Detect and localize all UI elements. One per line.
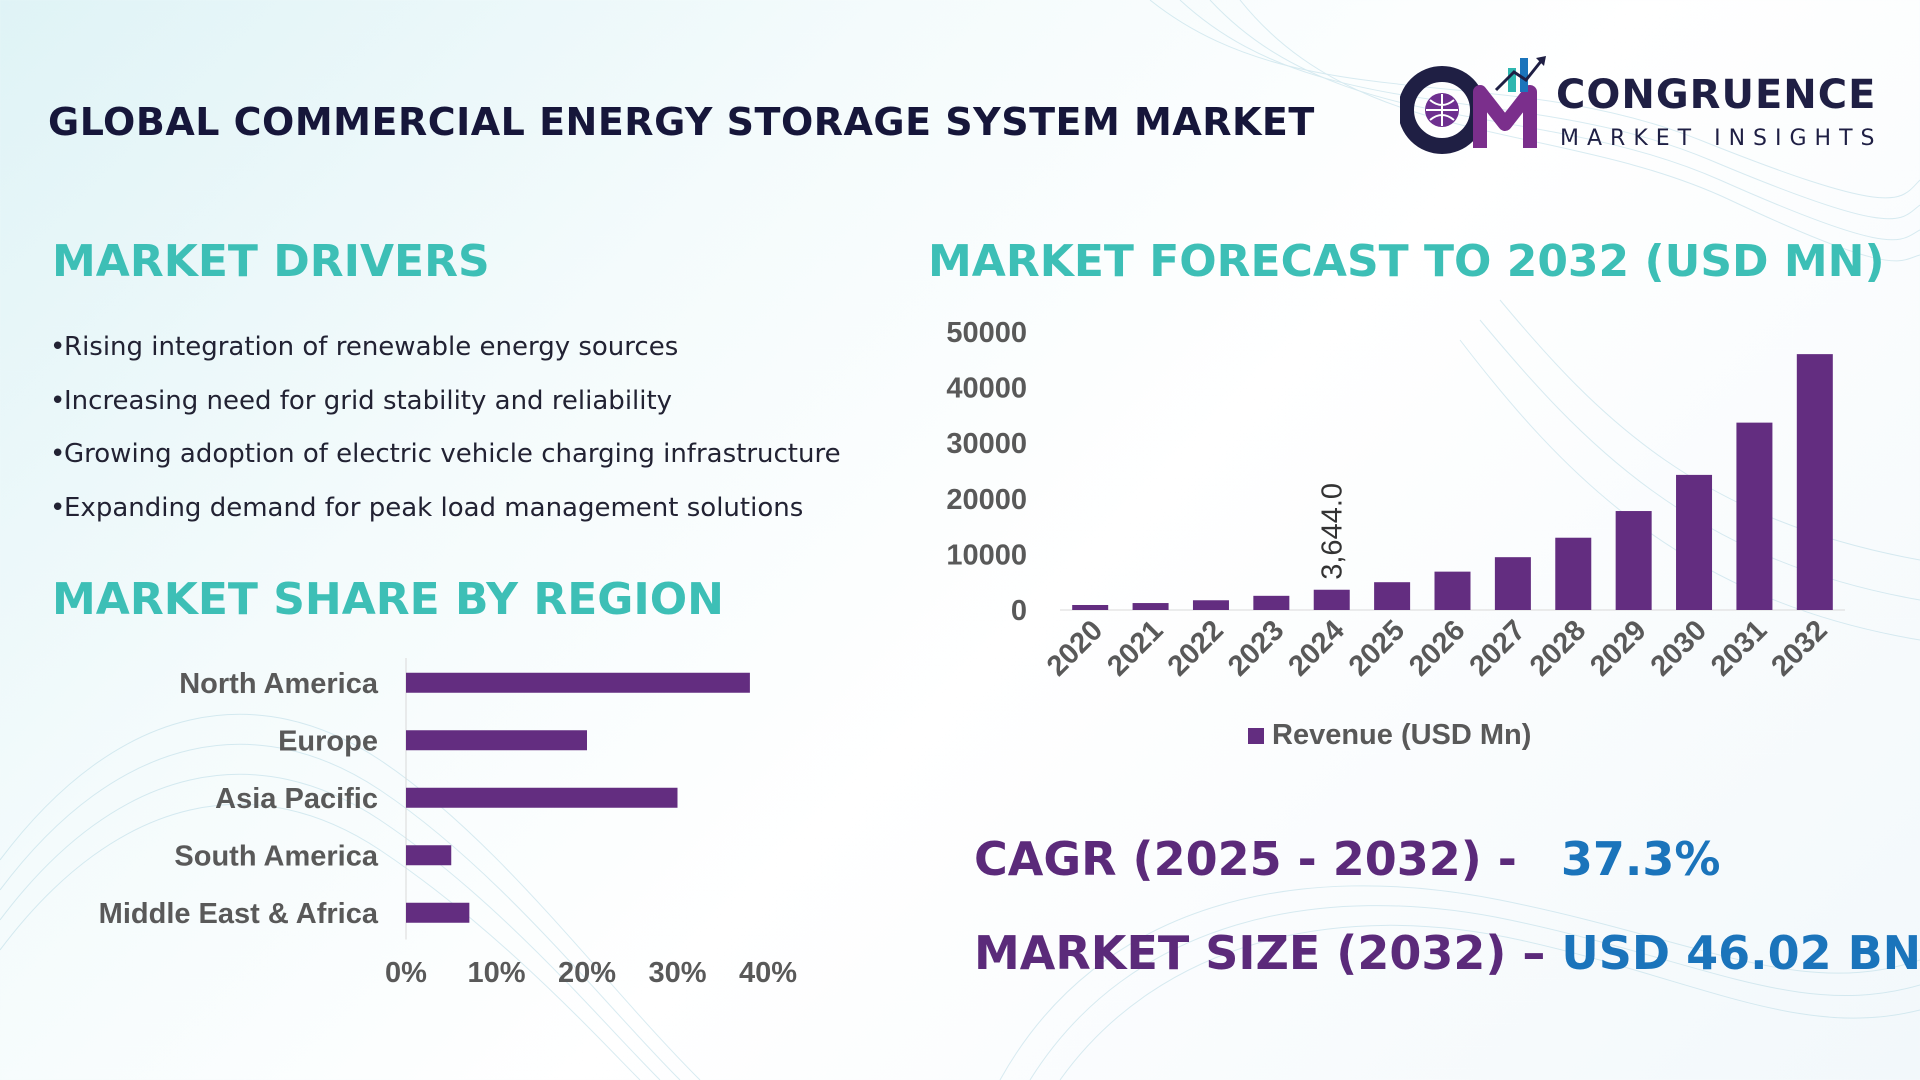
forecast-x-tick-label: 2026 xyxy=(1403,614,1471,682)
legend-label: Revenue (USD Mn) xyxy=(1272,719,1531,751)
market-size-label: MARKET SIZE (2032) – xyxy=(974,926,1546,980)
region-x-tick-label: 30% xyxy=(648,957,706,989)
region-x-tick-label: 20% xyxy=(558,957,616,989)
logo-name: CONGRUENCE xyxy=(1556,72,1877,118)
region-chart: North America Europe Asia Pacific South Ame… xyxy=(0,640,840,1004)
region-bar xyxy=(406,902,470,923)
region-x-tick-label: 10% xyxy=(467,957,525,989)
driver-item: •Growing adoption of electric vehicle ch… xyxy=(50,439,841,469)
driver-item: •Increasing need for grid stability and … xyxy=(50,385,673,416)
region-x-tick-label: 40% xyxy=(739,957,797,989)
forecast-bar xyxy=(1796,354,1833,610)
forecast-bar xyxy=(1072,604,1109,610)
region-category-label: Europe xyxy=(278,725,378,757)
forecast-bar xyxy=(1615,511,1652,610)
forecast-x-tick-label: 2023 xyxy=(1222,614,1290,682)
forecast-x-tick-label: 2020 xyxy=(1041,614,1109,682)
forecast-x-tick-label: 2032 xyxy=(1766,614,1834,682)
forecast-y-tick-label: 40000 xyxy=(946,373,1027,405)
forecast-x-tick-label: 2031 xyxy=(1705,614,1773,682)
drivers-list: •Rising integration of renewable energy … xyxy=(50,328,841,542)
region-heading: MARKET SHARE BY REGION xyxy=(52,574,724,625)
region-x-tick-label: 0% xyxy=(385,957,427,989)
region-bar-chart: North America Europe Asia Pacific South Ame… xyxy=(99,658,797,989)
forecast-bar xyxy=(1253,595,1290,610)
congruence-logo-icon xyxy=(1400,56,1546,154)
forecast-y-tick-label: 50000 xyxy=(946,317,1027,349)
region-category-label: North America xyxy=(179,668,379,700)
market-size-value: USD 46.02 BN xyxy=(1561,926,1920,980)
drivers-heading: MARKET DRIVERS xyxy=(52,236,490,287)
cagr-label: CAGR (2025 - 2032) - xyxy=(974,832,1517,886)
forecast-data-label: 3,644.0 xyxy=(1317,483,1349,580)
forecast-x-tick-label: 2029 xyxy=(1584,614,1652,682)
region-bar xyxy=(406,672,750,693)
logo-subtitle: MARKET INSIGHTS xyxy=(1560,126,1883,151)
forecast-heading: MARKET FORECAST TO 2032 (USD MN) xyxy=(928,236,1885,287)
forecast-bar xyxy=(1494,557,1531,610)
region-bar xyxy=(406,730,587,751)
legend-swatch xyxy=(1248,728,1264,744)
forecast-bar xyxy=(1132,603,1169,610)
driver-item: •Rising integration of renewable energy … xyxy=(50,332,679,362)
forecast-y-tick-label: 20000 xyxy=(946,484,1027,516)
region-bar xyxy=(406,845,452,866)
forecast-bar xyxy=(1313,589,1350,610)
forecast-x-tick-label: 2021 xyxy=(1101,614,1169,682)
market-size-stat: MARKET SIZE (2032) – USD 46.02 BN xyxy=(974,926,1920,980)
region-category-label: Asia Pacific xyxy=(215,783,378,815)
forecast-chart: 0 10000 20000 30000 40000 50000 2020 2021 2022 20… xyxy=(900,300,1900,764)
driver-item: •Expanding demand for peak load manageme… xyxy=(50,492,804,523)
region-category-label: Middle East & Africa xyxy=(99,898,379,930)
forecast-x-tick-label: 2025 xyxy=(1343,614,1411,682)
forecast-bar xyxy=(1434,571,1471,610)
forecast-x-tick-label: 2022 xyxy=(1162,614,1230,682)
forecast-bar xyxy=(1555,537,1592,610)
cagr-value: 37.3% xyxy=(1560,832,1721,886)
forecast-y-tick-label: 30000 xyxy=(946,428,1027,460)
forecast-y-tick-label: 0 xyxy=(1011,595,1027,627)
forecast-bar xyxy=(1374,582,1411,610)
forecast-x-tick-label: 2030 xyxy=(1645,614,1713,682)
forecast-bar xyxy=(1736,422,1773,610)
region-bar xyxy=(406,787,678,808)
forecast-bar xyxy=(1676,474,1713,610)
forecast-x-tick-label: 2024 xyxy=(1282,614,1350,682)
forecast-x-tick-label: 2028 xyxy=(1524,614,1592,682)
cagr-stat: CAGR (2025 - 2032) - 37.3% xyxy=(974,832,1721,886)
forecast-y-tick-label: 10000 xyxy=(946,539,1027,571)
region-category-label: South America xyxy=(174,840,378,872)
forecast-bar-chart: 0100002000030000400005000020202021202220… xyxy=(946,317,1845,751)
forecast-bar xyxy=(1192,600,1229,610)
forecast-x-tick-label: 2027 xyxy=(1464,614,1532,682)
page-title: GLOBAL COMMERCIAL ENERGY STORAGE SYSTEM … xyxy=(48,100,1315,144)
